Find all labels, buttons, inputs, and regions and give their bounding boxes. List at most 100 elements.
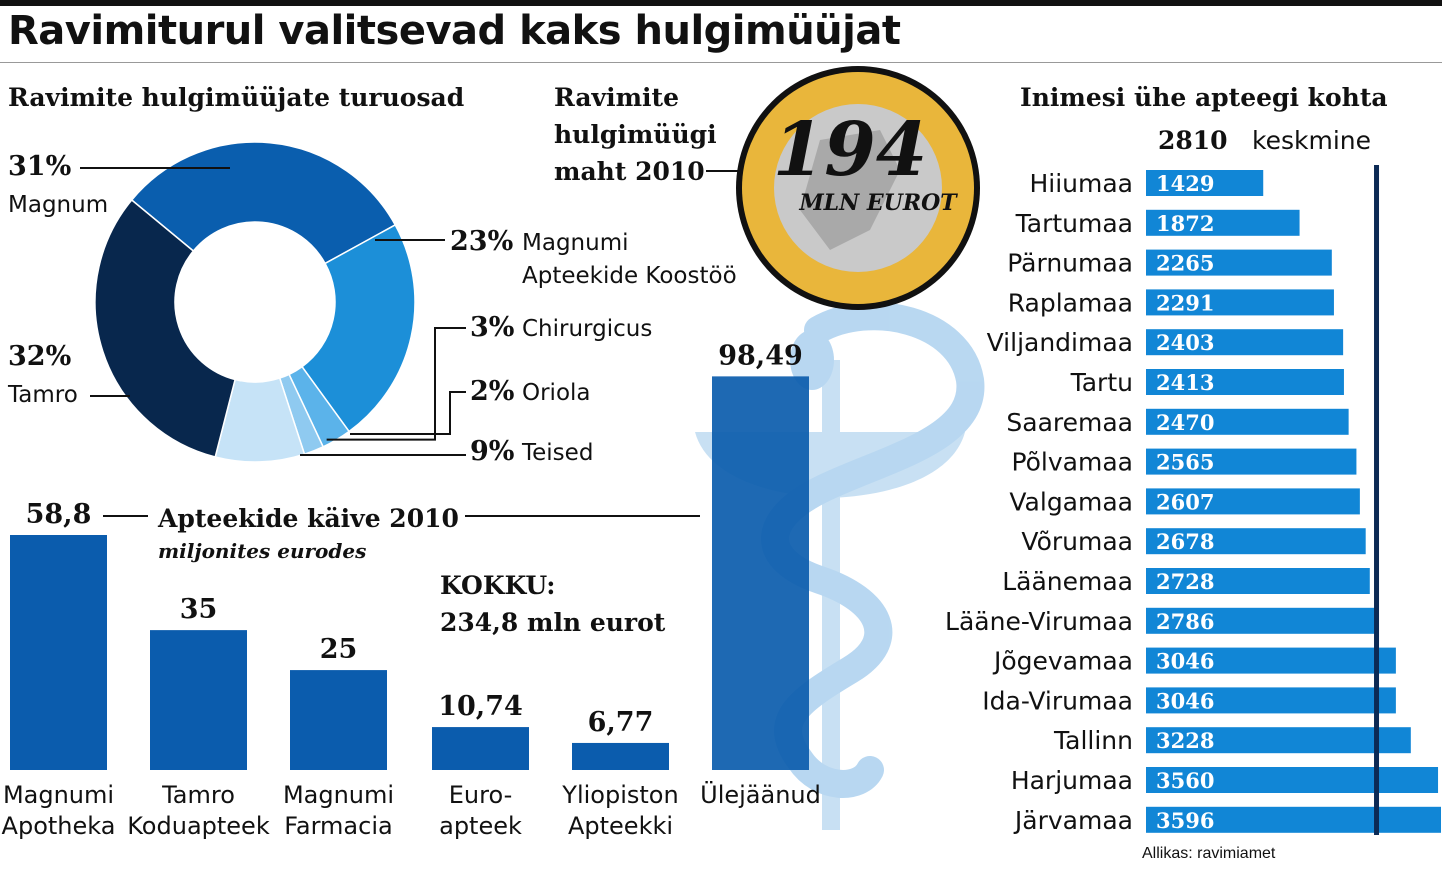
- residents-bar-15: [1146, 767, 1439, 793]
- residents-cat-10: Läänemaa: [1002, 567, 1133, 596]
- donut-slice-tamro: [94, 198, 237, 458]
- top-bar: [0, 0, 1442, 6]
- residents-value-6: 2470: [1156, 410, 1214, 435]
- volume-label-3: maht 2010: [554, 157, 705, 186]
- donut-label-magnum: Magnum: [8, 192, 108, 218]
- turnover-cat2-0: Apotheka: [2, 812, 116, 840]
- donut-label-teised: Teised: [521, 440, 593, 466]
- residents-cat-13: Ida-Virumaa: [982, 686, 1133, 715]
- residents-value-15: 3560: [1156, 768, 1214, 793]
- residents-value-14: 3228: [1156, 728, 1214, 753]
- residents-cat-14: Tallinn: [1053, 726, 1133, 755]
- average-value: 2810: [1158, 126, 1228, 155]
- residents-bar-6: [1146, 408, 1349, 435]
- residents-cat-15: Harjumaa: [1011, 766, 1133, 795]
- turnover-cat1-0: Magnumi: [3, 781, 114, 809]
- residents-value-16: 3596: [1156, 808, 1214, 833]
- turnover-value-2: 25: [320, 634, 358, 665]
- donut-pct-teised: 9%: [470, 436, 514, 467]
- residents-value-9: 2678: [1156, 529, 1214, 554]
- residents-bar-8: [1146, 488, 1360, 515]
- turnover-cat1-4: Yliopiston: [561, 781, 678, 809]
- donut-label-mak-1: Magnumi: [522, 230, 629, 256]
- donut-title: Ravimite hulgimüüjate turuosad: [8, 83, 465, 112]
- residents-bar-16: [1146, 806, 1441, 833]
- donut-pct-mak: 23%: [450, 226, 513, 257]
- donut-label-tamro: Tamro: [7, 382, 78, 408]
- residents-cat-3: Raplamaa: [1008, 288, 1133, 317]
- turnover-bar-2: [290, 670, 387, 770]
- turnover-cat2-1: Koduapteek: [127, 812, 270, 840]
- turnover-value-1: 35: [180, 594, 218, 625]
- turnover-bar-3: [432, 727, 529, 770]
- volume-label-2: hulgimüügi: [554, 120, 717, 149]
- residents-cat-12: Jõgevamaa: [992, 647, 1133, 676]
- turnover-cat2-4: Apteekki: [568, 812, 673, 840]
- turnover-bar-0: [10, 535, 107, 770]
- turnover-value-5: 98,49: [718, 340, 803, 371]
- residents-bar-9: [1146, 528, 1366, 555]
- residents-cat-11: Lääne-Virumaa: [945, 607, 1133, 636]
- title-rule: [0, 62, 1442, 63]
- residents-bar-4: [1146, 329, 1344, 356]
- volume-label-1: Ravimite: [554, 83, 679, 112]
- residents-cat-8: Valgamaa: [1009, 487, 1133, 516]
- turnover-cat1-3: Euro-: [449, 781, 513, 809]
- donut-label-mak-2: Apteekide Koostöö: [522, 263, 737, 289]
- donut-pct-oriola: 2%: [470, 376, 514, 407]
- residents-value-3: 2291: [1156, 290, 1214, 315]
- residents-value-8: 2607: [1156, 489, 1214, 514]
- residents-bar-13: [1146, 687, 1396, 714]
- residents-cat-7: Põlvamaa: [1011, 448, 1133, 477]
- residents-value-1: 1872: [1156, 211, 1214, 236]
- page-title: Ravimiturul valitsevad kaks hulgimüüjat: [8, 8, 901, 54]
- residents-value-4: 2403: [1156, 330, 1214, 355]
- turnover-value-3: 10,74: [438, 691, 523, 722]
- turnover-value-4: 6,77: [588, 707, 654, 738]
- turnover-cat2-2: Farmacia: [284, 812, 392, 840]
- residents-bar-14: [1146, 727, 1411, 754]
- total-label: KOKKU:: [440, 571, 556, 600]
- hbar-title: Inimesi ühe apteegi kohta: [1020, 83, 1388, 112]
- residents-cat-16: Järvamaa: [1013, 806, 1133, 835]
- source-note: Allikas: ravimiamet: [1142, 845, 1276, 862]
- residents-cat-9: Võrumaa: [1021, 527, 1133, 556]
- coin-value: 194: [773, 107, 927, 193]
- donut-labels: 31% Magnum 23% Magnumi Apteekide Koostöö 3% Ch…: [7, 151, 737, 467]
- residents-bar-11: [1146, 607, 1375, 634]
- residents-bar-0: [1146, 170, 1264, 196]
- residents-bar-3: [1146, 289, 1334, 316]
- leader-chirurgicus: [326, 327, 466, 441]
- residents-cat-2: Pärnumaa: [1007, 249, 1133, 278]
- residents-bar-2: [1146, 249, 1332, 276]
- residents-value-0: 1429: [1156, 171, 1214, 196]
- donut-pct-tamro: 32%: [8, 341, 71, 372]
- residents-value-11: 2786: [1156, 609, 1214, 634]
- residents-bar-7: [1146, 448, 1357, 475]
- turnover-bar-1: [150, 630, 247, 770]
- residents-value-10: 2728: [1156, 569, 1214, 594]
- donut-slice-magnumi-apteekide-koostöö: [300, 223, 416, 433]
- donut-pct-magnum: 31%: [8, 151, 71, 182]
- residents-value-12: 3046: [1156, 649, 1214, 674]
- turnover-bar-chart: 58,8 Magnumi Apotheka 35 Tamro Koduapteek 25 Ma…: [2, 340, 821, 840]
- residents-bar-10: [1146, 568, 1370, 594]
- leader-oriola: [350, 391, 466, 435]
- residents-cat-5: Tartu: [1070, 368, 1133, 397]
- donut-pct-chirurgicus: 3%: [470, 312, 514, 343]
- average-label: keskmine: [1252, 126, 1371, 155]
- turnover-cat1-2: Magnumi: [283, 781, 394, 809]
- turnover-cat2-3: apteek: [439, 812, 522, 840]
- vbar-subtitle: miljonites eurodes: [158, 539, 367, 563]
- turnover-cat1-1: Tamro: [161, 781, 235, 809]
- vbar-title: Apteekide käive 2010: [158, 504, 459, 533]
- residents-bar-chart: 1429 Hiiumaa 1872 Tartumaa 2265 Pärnumaa 2291 R…: [945, 126, 1441, 835]
- residents-cat-6: Saaremaa: [1006, 408, 1133, 437]
- coin-unit: MLN EUROT: [798, 190, 958, 216]
- residents-bar-12: [1146, 647, 1396, 674]
- turnover-cat1-5: Ülejäänud: [700, 780, 821, 809]
- euro-coin: [736, 66, 980, 310]
- residents-cat-0: Hiiumaa: [1029, 169, 1133, 198]
- donut-label-chirurgicus: Chirurgicus: [522, 316, 652, 342]
